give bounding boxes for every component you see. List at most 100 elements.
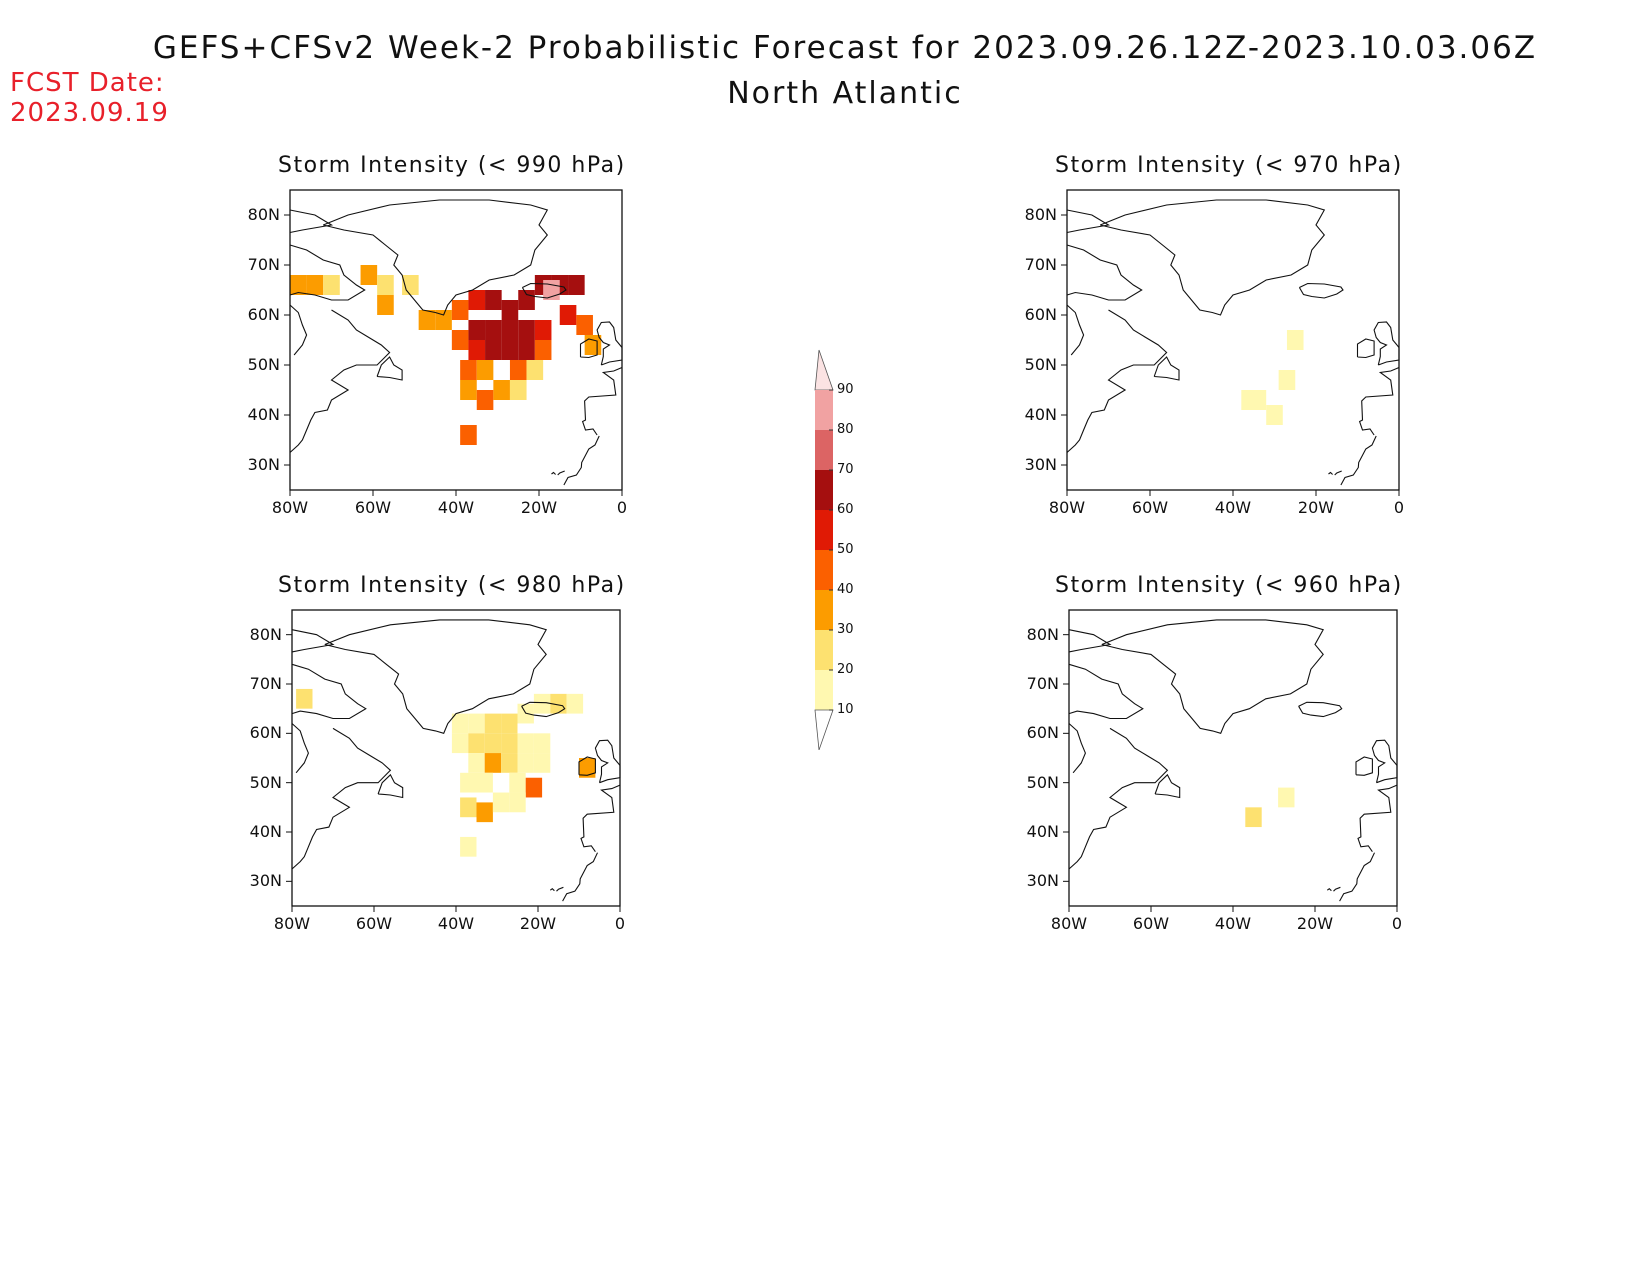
coastline bbox=[578, 756, 596, 776]
lon-label: 40W bbox=[1214, 498, 1252, 517]
colorbar-label: 80 bbox=[837, 422, 854, 437]
coastline bbox=[1298, 282, 1344, 299]
coastline bbox=[1068, 723, 1086, 774]
colorbar-cap-top bbox=[814, 349, 834, 391]
probability-cell bbox=[1266, 405, 1283, 425]
coastline bbox=[1334, 470, 1342, 476]
probability-cell bbox=[1249, 390, 1267, 410]
lat-label: 40N bbox=[247, 405, 280, 424]
colorbar-segment bbox=[815, 510, 833, 550]
coastline bbox=[579, 338, 598, 359]
lon-label: 0 bbox=[1391, 914, 1403, 933]
probability-cell bbox=[290, 275, 307, 295]
lon-label: 80W bbox=[1048, 498, 1086, 517]
lat-label: 60N bbox=[249, 723, 282, 743]
coastline bbox=[289, 244, 366, 301]
probability-cell bbox=[468, 340, 486, 360]
lon-label: 80W bbox=[271, 498, 309, 517]
probability-cell bbox=[534, 320, 552, 340]
lat-label: 80N bbox=[1024, 205, 1057, 224]
figure-subtitle: North Atlantic bbox=[727, 76, 963, 111]
probability-cell bbox=[460, 425, 477, 445]
probability-cell bbox=[551, 275, 569, 295]
coastline bbox=[563, 435, 600, 486]
lat-label: 80N bbox=[247, 205, 280, 224]
lon-label: 60W bbox=[354, 498, 392, 517]
probability-cell bbox=[485, 320, 502, 340]
coastline bbox=[1068, 663, 1144, 720]
fcst-date-label: FCST Date: bbox=[10, 68, 165, 98]
probability-cell bbox=[501, 300, 519, 320]
probability-cell bbox=[533, 693, 551, 714]
probability-cell bbox=[501, 733, 518, 754]
coastline bbox=[596, 321, 623, 366]
probability-cell bbox=[476, 360, 494, 380]
probability-cell bbox=[534, 340, 552, 360]
lon-label: 0 bbox=[614, 914, 626, 933]
coastline bbox=[549, 887, 555, 892]
probability-cell bbox=[518, 340, 535, 360]
lon-label: 80W bbox=[273, 914, 311, 933]
colorbar-segment bbox=[815, 430, 833, 470]
probability-cell bbox=[533, 733, 551, 754]
coastline bbox=[1101, 619, 1325, 734]
coastline bbox=[1333, 886, 1341, 892]
coastline bbox=[1328, 471, 1333, 475]
colorbar-segment bbox=[815, 470, 833, 510]
coastline bbox=[1356, 338, 1375, 359]
probability-cell bbox=[484, 753, 502, 773]
coastline bbox=[521, 282, 567, 299]
probability-cell bbox=[485, 290, 502, 310]
probability-cell bbox=[451, 300, 469, 320]
probability-cell bbox=[501, 713, 518, 734]
coastline bbox=[1358, 366, 1400, 436]
coastline bbox=[551, 471, 556, 475]
lon-label: 60W bbox=[1132, 914, 1170, 933]
lon-label: 40W bbox=[1214, 914, 1252, 933]
probability-cell bbox=[559, 305, 577, 325]
probability-cell bbox=[460, 380, 477, 400]
probability-cell bbox=[460, 772, 477, 793]
lat-label: 30N bbox=[1024, 455, 1057, 474]
coastline bbox=[1066, 244, 1143, 301]
probability-cell bbox=[526, 360, 544, 380]
probability-cell bbox=[518, 290, 535, 310]
probability-cell bbox=[468, 290, 486, 310]
probability-cell bbox=[509, 772, 526, 793]
coastline bbox=[1066, 309, 1168, 453]
probability-cell bbox=[476, 390, 494, 410]
figure-title: GEFS+CFSv2 Week-2 Probabilistic Forecast… bbox=[152, 30, 1538, 66]
coastline bbox=[289, 209, 334, 234]
probability-cell bbox=[402, 275, 419, 295]
coastline bbox=[580, 784, 621, 853]
probability-cell bbox=[460, 797, 477, 818]
probability-cell bbox=[550, 693, 567, 714]
colorbar-label: 10 bbox=[837, 702, 854, 717]
coastline bbox=[521, 701, 566, 718]
probability-cell bbox=[296, 688, 313, 709]
probability-cell bbox=[323, 275, 340, 295]
colorbar-label: 20 bbox=[837, 662, 854, 677]
lon-label: 0 bbox=[616, 498, 628, 517]
probability-cell bbox=[1286, 330, 1304, 350]
probability-cell bbox=[484, 733, 502, 754]
coastline bbox=[291, 727, 392, 870]
lon-label: 40W bbox=[437, 498, 475, 517]
coastline bbox=[324, 619, 548, 734]
coastline bbox=[1371, 739, 1398, 784]
lon-label: 80W bbox=[1050, 914, 1088, 933]
panel-title: Storm Intensity (< 970 hPa) bbox=[1055, 153, 1403, 178]
lat-label: 30N bbox=[247, 455, 280, 474]
lat-label: 70N bbox=[247, 255, 280, 274]
map-frame bbox=[289, 189, 623, 491]
lat-label: 80N bbox=[1026, 624, 1059, 644]
colorbar-segment bbox=[815, 630, 833, 670]
probability-cell bbox=[517, 703, 534, 724]
coastline bbox=[1298, 701, 1343, 718]
lat-label: 40N bbox=[1026, 822, 1059, 841]
lon-label: 20W bbox=[519, 914, 557, 933]
lat-label: 40N bbox=[1024, 405, 1057, 424]
coastline bbox=[1154, 773, 1181, 799]
colorbar-segment bbox=[815, 670, 833, 710]
map-frame bbox=[1066, 189, 1400, 491]
